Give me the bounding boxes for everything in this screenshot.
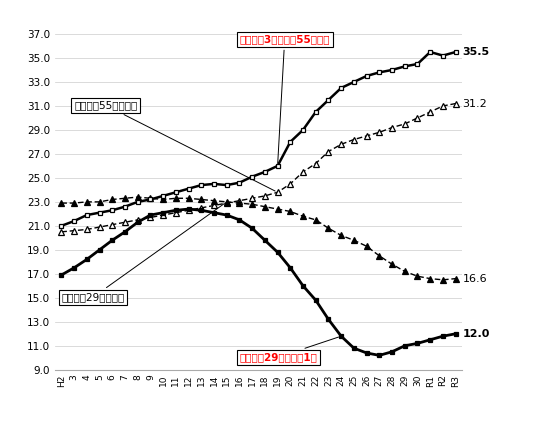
Text: 35.5: 35.5 (463, 47, 490, 57)
Text: 建設業：29歳以下は1割: 建設業：29歳以下は1割 (239, 337, 339, 362)
Text: 建設業：3割以上が55歳以上: 建設業：3割以上が55歳以上 (239, 34, 330, 163)
Text: 31.2: 31.2 (463, 99, 487, 108)
Text: 全産業（29歳以下）: 全産業（29歳以下） (62, 204, 224, 302)
Text: 16.6: 16.6 (463, 274, 487, 283)
Text: 12.0: 12.0 (463, 329, 490, 339)
Text: 全産業（55歳以上）: 全産業（55歳以上） (74, 100, 275, 191)
